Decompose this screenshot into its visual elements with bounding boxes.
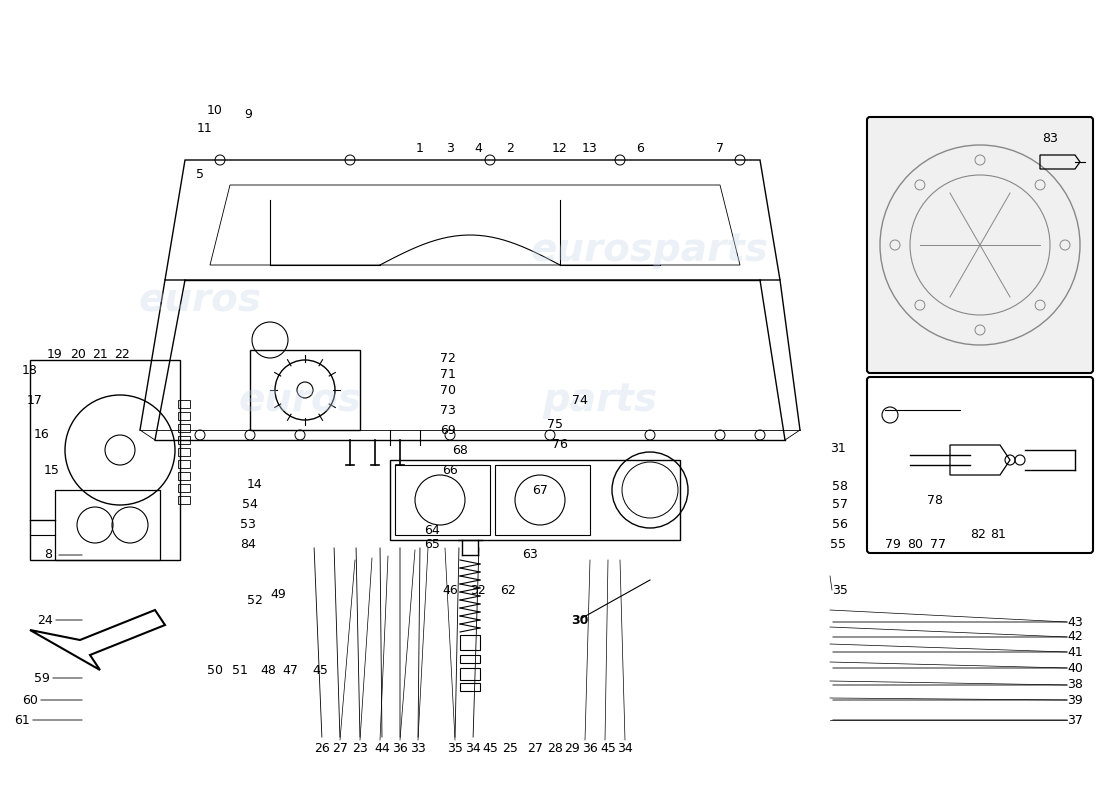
Text: 65: 65 (425, 538, 440, 551)
Text: 24: 24 (37, 614, 53, 626)
Text: 61: 61 (14, 714, 30, 726)
Text: euros: euros (139, 281, 262, 319)
Text: 60: 60 (22, 694, 37, 706)
Text: 44: 44 (374, 742, 389, 754)
Text: 5: 5 (196, 169, 204, 182)
Text: 67: 67 (532, 483, 548, 497)
Text: 47: 47 (282, 663, 298, 677)
Text: 21: 21 (92, 349, 108, 362)
Text: 82: 82 (970, 529, 986, 542)
Text: 59: 59 (34, 671, 50, 685)
Text: 41: 41 (1067, 646, 1082, 658)
Text: 26: 26 (315, 742, 330, 754)
Text: 76: 76 (552, 438, 568, 451)
Text: 46: 46 (442, 583, 458, 597)
Text: 58: 58 (832, 481, 848, 494)
Text: 79: 79 (886, 538, 901, 551)
Text: 80: 80 (908, 538, 923, 551)
Text: 77: 77 (930, 538, 946, 551)
Text: 33: 33 (410, 742, 426, 754)
Text: 12: 12 (552, 142, 568, 154)
Text: 19: 19 (47, 349, 63, 362)
Text: 25: 25 (502, 742, 518, 754)
Text: 69: 69 (440, 423, 455, 437)
Text: 75: 75 (547, 418, 563, 431)
Text: 31: 31 (830, 442, 846, 454)
Text: 50: 50 (207, 663, 223, 677)
Text: 39: 39 (1067, 694, 1082, 706)
Text: 70: 70 (440, 383, 456, 397)
Text: 2: 2 (506, 142, 514, 154)
Text: 34: 34 (465, 742, 481, 754)
Text: 22: 22 (114, 349, 130, 362)
Text: 53: 53 (240, 518, 256, 531)
Text: 38: 38 (1067, 678, 1082, 691)
Text: eurosparts: eurosparts (531, 231, 769, 269)
Text: 57: 57 (832, 498, 848, 511)
Text: 73: 73 (440, 403, 455, 417)
Text: 27: 27 (527, 742, 543, 754)
Text: 37: 37 (1067, 714, 1082, 726)
Text: 43: 43 (1067, 615, 1082, 629)
Text: 8: 8 (44, 549, 52, 562)
Text: 6: 6 (636, 142, 644, 154)
Text: 17: 17 (28, 394, 43, 406)
Text: 29: 29 (564, 742, 580, 754)
Text: 72: 72 (440, 351, 455, 365)
Text: 48: 48 (260, 663, 276, 677)
Text: 23: 23 (352, 742, 367, 754)
Text: 7: 7 (716, 142, 724, 154)
Text: 11: 11 (197, 122, 213, 134)
Text: 71: 71 (440, 369, 455, 382)
Text: 32: 32 (470, 583, 486, 597)
Text: 3: 3 (447, 142, 454, 154)
Text: 45: 45 (312, 663, 328, 677)
Text: 51: 51 (232, 663, 248, 677)
Text: 84: 84 (240, 538, 256, 551)
Text: 40: 40 (1067, 662, 1082, 674)
Text: 1: 1 (416, 142, 424, 154)
Text: 56: 56 (832, 518, 848, 531)
Text: 45: 45 (482, 742, 498, 754)
Text: 34: 34 (617, 742, 632, 754)
Text: 36: 36 (392, 742, 408, 754)
Text: 9: 9 (244, 109, 252, 122)
Text: 4: 4 (474, 142, 482, 154)
Text: 78: 78 (927, 494, 943, 506)
Text: 13: 13 (582, 142, 598, 154)
Text: 54: 54 (242, 498, 257, 511)
Text: 30: 30 (571, 614, 588, 626)
Text: 74: 74 (572, 394, 587, 406)
Text: 18: 18 (22, 363, 37, 377)
Text: 10: 10 (207, 103, 223, 117)
Text: parts: parts (542, 381, 658, 419)
Text: 20: 20 (70, 349, 86, 362)
FancyBboxPatch shape (867, 377, 1093, 553)
Text: 63: 63 (522, 549, 538, 562)
Text: 36: 36 (582, 742, 598, 754)
Text: 28: 28 (547, 742, 563, 754)
Text: 66: 66 (442, 463, 458, 477)
Text: 62: 62 (500, 583, 516, 597)
Text: 45: 45 (601, 742, 616, 754)
Text: 81: 81 (990, 529, 1005, 542)
Text: 68: 68 (452, 443, 468, 457)
Text: euros: euros (239, 381, 362, 419)
Text: 27: 27 (332, 742, 348, 754)
Text: 52: 52 (248, 594, 263, 606)
Text: 55: 55 (830, 538, 846, 551)
FancyBboxPatch shape (867, 117, 1093, 373)
Text: 35: 35 (447, 742, 463, 754)
Text: 49: 49 (271, 589, 286, 602)
Text: 64: 64 (425, 523, 440, 537)
Text: 35: 35 (832, 583, 848, 597)
Text: 83: 83 (1042, 131, 1058, 145)
Text: 14: 14 (248, 478, 263, 491)
Text: 15: 15 (44, 463, 59, 477)
Text: 16: 16 (34, 429, 50, 442)
Text: 42: 42 (1067, 630, 1082, 643)
